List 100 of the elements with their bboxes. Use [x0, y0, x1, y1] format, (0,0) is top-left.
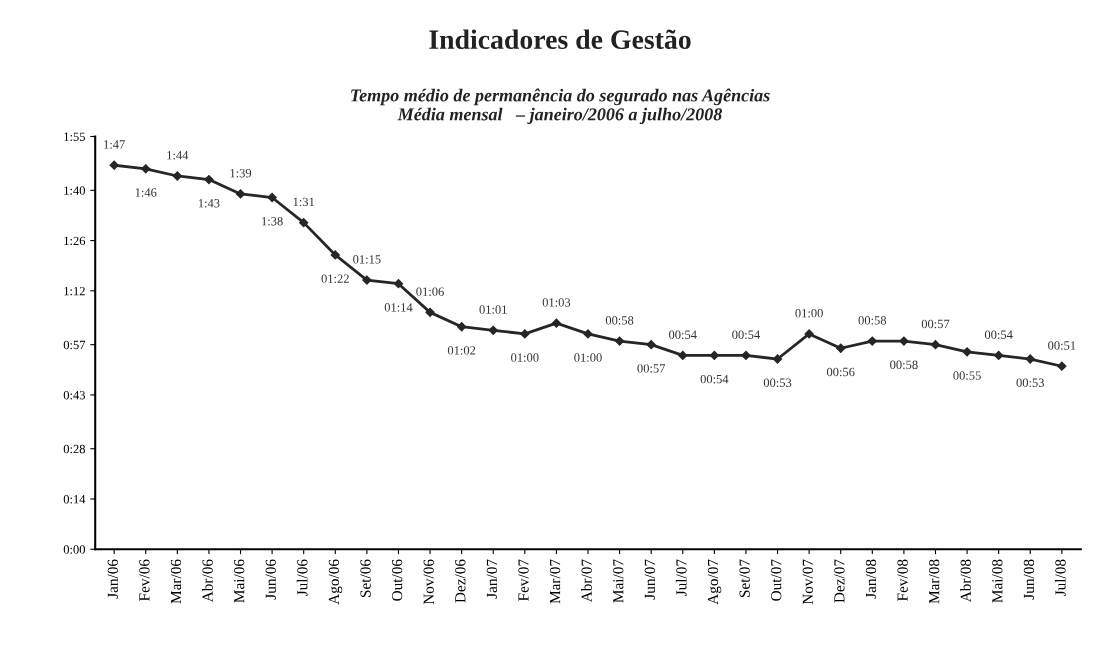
point — [172, 171, 182, 181]
point — [614, 336, 625, 346]
data-label: 01:14 — [384, 303, 413, 312]
point — [551, 318, 562, 328]
x-tick-label: Ago/07 — [707, 559, 722, 605]
point — [457, 322, 467, 332]
y-tick-label: 0:14 — [63, 495, 86, 504]
y-tick-label: 1:26 — [64, 236, 86, 246]
point — [772, 354, 783, 364]
point — [393, 279, 404, 289]
y-tick-label: 1:12 — [64, 286, 85, 296]
data-label: 01:00 — [795, 308, 823, 318]
x-tick-label: Dez/06 — [455, 559, 466, 603]
x-tick-label: Mar/07 — [549, 559, 561, 604]
data-label: 00:54 — [700, 374, 729, 384]
point — [836, 343, 846, 353]
data-label: 01:00 — [511, 353, 539, 362]
data-label: 00:58 — [890, 360, 918, 370]
data-label: 00:54 — [984, 330, 1013, 339]
x-tick-label: Jan/08 — [865, 559, 877, 599]
data-label: 00:58 — [858, 316, 887, 325]
point — [362, 275, 372, 285]
data-label: 00:55 — [953, 371, 981, 380]
x-tick-label: Jun/06 — [265, 559, 276, 600]
point — [804, 329, 814, 339]
data-label: 00:57 — [637, 364, 666, 373]
x-tick-label: Fev/06 — [139, 559, 150, 601]
point — [1057, 361, 1067, 371]
point — [583, 329, 593, 339]
point — [962, 347, 972, 357]
data-label: 1:44 — [167, 151, 189, 160]
y-tick-label: 1:40 — [64, 186, 85, 195]
x-tick-label: Jan/06 — [107, 559, 118, 599]
data-label: 01:01 — [479, 305, 507, 314]
point — [109, 160, 119, 170]
data-label: 00:53 — [1016, 378, 1044, 387]
x-tick-label: Abr/06 — [202, 559, 213, 603]
data-label: 00:57 — [921, 319, 950, 329]
data-label: 1:47 — [104, 140, 125, 149]
x-tick-label: Nov/07 — [802, 559, 813, 605]
y-tick-label: 0:00 — [63, 545, 85, 554]
chart-title: Indicadores de Gestão — [429, 29, 691, 50]
point — [141, 164, 151, 174]
point — [235, 189, 246, 199]
x-tick-label: Mar/06 — [170, 559, 182, 604]
y-tick-label: 1:55 — [64, 132, 85, 142]
x-tick-label: Jun/08 — [1023, 559, 1035, 600]
point — [867, 336, 877, 346]
x-tick-label: Fev/07 — [518, 559, 529, 601]
point — [299, 218, 309, 228]
point — [899, 336, 909, 346]
x-tick-label: Jul/07 — [675, 559, 687, 596]
point — [488, 325, 498, 335]
x-tick-label: Out/07 — [771, 559, 782, 601]
y-tick-label: 0:43 — [63, 390, 85, 400]
point — [994, 350, 1004, 361]
point — [1025, 354, 1035, 364]
y-tick-label: 0:57 — [63, 340, 86, 350]
data-label: 00:58 — [605, 316, 634, 325]
data-label: 01:15 — [353, 255, 381, 264]
data-label: 00:56 — [826, 367, 855, 377]
data-label: 00:54 — [732, 330, 760, 339]
x-tick-label: Jan/07 — [486, 559, 498, 599]
data-label: 1:46 — [135, 188, 157, 197]
x-tick-label: Nov/06 — [423, 559, 434, 605]
x-tick-label: Set/07 — [739, 559, 750, 597]
x-tick-label: Mai/06 — [234, 559, 245, 603]
x-tick-label: Mai/07 — [613, 559, 624, 603]
x-tick-label: Out/06 — [391, 559, 403, 601]
point — [520, 329, 530, 339]
x-tick-label: Abr/08 — [960, 559, 971, 603]
data-label: 00:54 — [669, 330, 697, 339]
data-label: 1:38 — [262, 216, 283, 226]
data-label: 00:53 — [763, 378, 792, 387]
data-label: 01:06 — [416, 287, 444, 296]
point — [930, 340, 941, 350]
data-label: 1:31 — [293, 197, 315, 207]
x-tick-label: Mar/08 — [929, 559, 940, 604]
data-label: 01:22 — [321, 274, 349, 283]
point — [709, 350, 719, 361]
data-label: 1:43 — [198, 199, 220, 208]
data-label: 1:39 — [230, 168, 252, 178]
point — [678, 350, 688, 361]
chart-subtitle: Tempo médio de permanência do segurado nas Agências Média mensal – janeiro/2006 a julho/2008 — [351, 88, 770, 125]
x-tick-label: Set/06 — [360, 559, 371, 597]
y-tick-label: 0:28 — [63, 444, 85, 454]
point — [425, 307, 435, 317]
x-tick-label: Jul/08 — [1054, 559, 1066, 596]
point — [741, 350, 751, 361]
point — [646, 340, 656, 350]
x-tick-label: Ago/06 — [328, 559, 343, 605]
data-label: 00:51 — [1048, 341, 1076, 350]
x-tick-label: Abr/07 — [581, 559, 592, 603]
point — [330, 250, 340, 260]
data-label: 01:00 — [574, 353, 602, 362]
x-tick-label: Jun/07 — [644, 559, 655, 600]
point — [204, 174, 214, 185]
x-tick-label: Jul/06 — [296, 559, 308, 596]
x-tick-label: Dez/07 — [834, 559, 845, 603]
point — [267, 192, 277, 203]
